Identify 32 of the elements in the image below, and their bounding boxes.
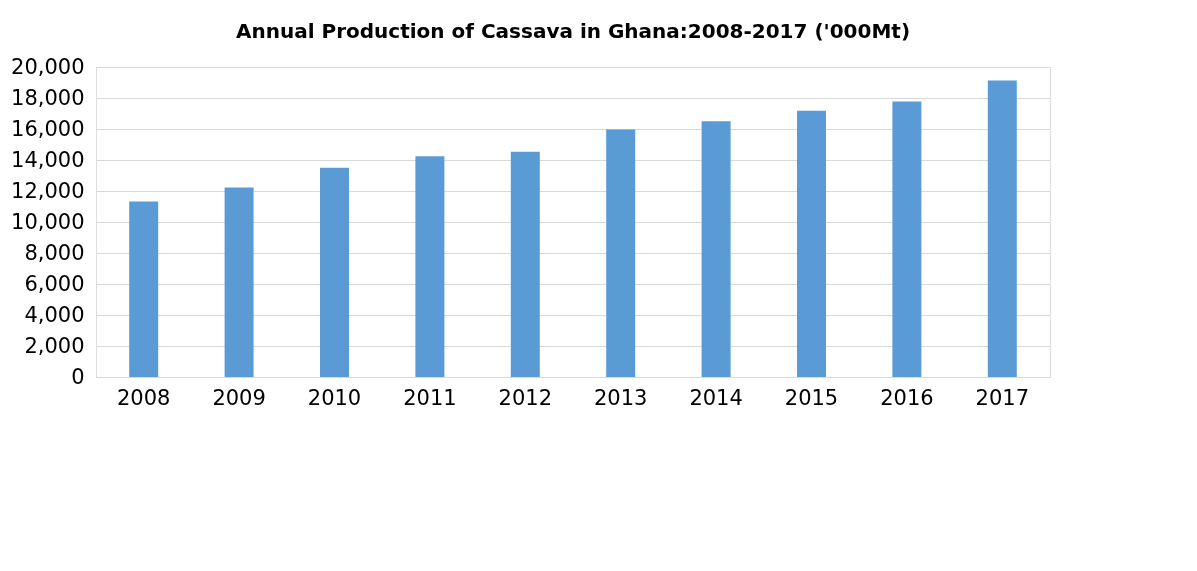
y-tick-label: 20,000 [11,54,85,79]
x-tick-label: 2011 [403,385,457,410]
y-tick-label: 0 [71,364,85,389]
y-tick-label: 12,000 [11,178,85,203]
bar [892,101,922,377]
bar [797,110,826,377]
x-tick-label: 2014 [689,385,743,410]
x-tick-label: 2009 [212,385,266,410]
x-tick-label: 2017 [975,385,1030,410]
y-tick-label: 6,000 [24,271,85,296]
x-tick-label: 2015 [784,385,839,410]
bar [701,121,731,377]
x-tick-label: 2012 [498,385,553,410]
bar [129,201,159,377]
y-tick-label: 18,000 [11,85,85,110]
bar [510,151,540,377]
bar [320,167,349,377]
y-tick-label: 2,000 [24,333,85,358]
chart-title: Annual Production of Cassava in Ghana:2008-2017 ('000Mt) [235,19,911,43]
x-tick-label: 2010 [307,385,362,410]
x-tick-label: 2008 [116,385,171,410]
x-tick-label: 2016 [880,385,934,410]
bar [606,129,636,377]
x-tick-label: 2013 [593,385,648,410]
bar [415,156,445,377]
y-tick-label: 8,000 [24,240,85,265]
bar [224,187,254,377]
bar [987,80,1017,377]
y-tick-label: 16,000 [11,116,85,141]
y-tick-label: 4,000 [24,302,85,327]
y-tick-label: 14,000 [11,147,85,172]
y-tick-label: 10,000 [11,209,85,234]
